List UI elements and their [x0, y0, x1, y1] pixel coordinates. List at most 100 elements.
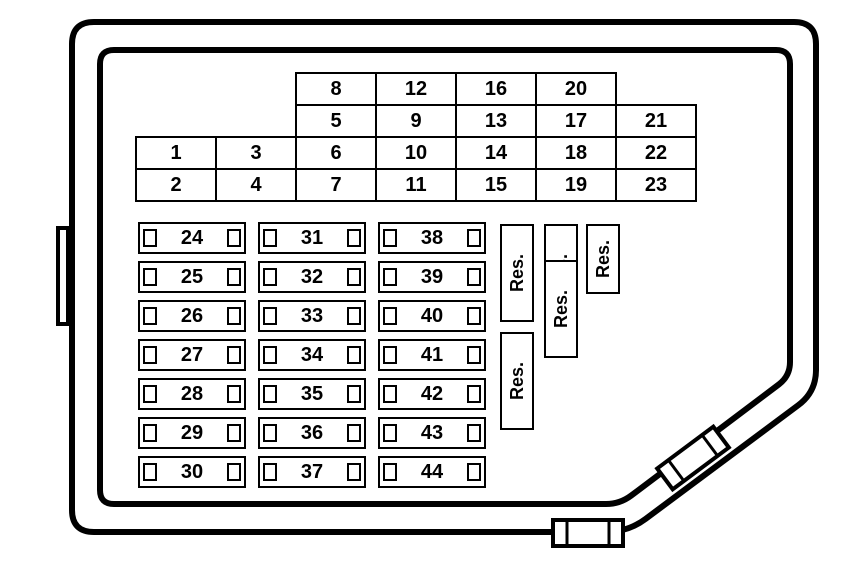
- reserve-slot-3: Res.: [544, 260, 578, 358]
- fuse-tab-icon: [143, 229, 157, 247]
- fuse-tab-icon: [347, 463, 361, 481]
- fuse-slot-40: 40: [378, 300, 486, 332]
- fuse-slot-36: 36: [258, 417, 366, 449]
- fuse-tab-icon: [467, 268, 481, 286]
- fuse-tab-icon: [263, 307, 277, 325]
- fuse-tab-icon: [383, 268, 397, 286]
- fuse-slot-44: 44: [378, 456, 486, 488]
- fuse-label: 44: [400, 461, 464, 484]
- fuse-tab-icon: [347, 346, 361, 364]
- fuse-slot-29: 29: [138, 417, 246, 449]
- fuse-slot-28: 28: [138, 378, 246, 410]
- top-slot-label: 7: [330, 174, 341, 197]
- fuse-tab-icon: [227, 463, 241, 481]
- fuse-label: 35: [280, 383, 344, 406]
- fuse-slot-30: 30: [138, 456, 246, 488]
- fuse-slot-37: 37: [258, 456, 366, 488]
- top-slot-6: 6: [295, 136, 377, 170]
- top-slot-20: 20: [535, 72, 617, 106]
- top-slot-17: 17: [535, 104, 617, 138]
- fuse-slot-31: 31: [258, 222, 366, 254]
- top-slot-10: 10: [375, 136, 457, 170]
- top-slot-label: 20: [565, 78, 587, 101]
- fuse-tab-icon: [143, 424, 157, 442]
- fuse-slot-35: 35: [258, 378, 366, 410]
- top-slot-13: 13: [455, 104, 537, 138]
- latch-0: [58, 228, 68, 324]
- fuse-tab-icon: [263, 463, 277, 481]
- top-slot-23: 23: [615, 168, 697, 202]
- fuse-label: 28: [160, 383, 224, 406]
- top-slot-16: 16: [455, 72, 537, 106]
- fuse-slot-34: 34: [258, 339, 366, 371]
- top-slot-label: 23: [645, 174, 667, 197]
- fuse-tab-icon: [227, 424, 241, 442]
- top-slot-21: 21: [615, 104, 697, 138]
- fuse-tab-icon: [263, 229, 277, 247]
- fuse-slot-38: 38: [378, 222, 486, 254]
- top-slot-label: 13: [485, 110, 507, 133]
- fuse-tab-icon: [467, 229, 481, 247]
- fuse-tab-icon: [263, 268, 277, 286]
- fuse-tab-icon: [467, 424, 481, 442]
- top-slot-label: 15: [485, 174, 507, 197]
- fuse-tab-icon: [383, 346, 397, 364]
- reserve-slot-0: Res.: [500, 224, 534, 322]
- top-slot-label: 3: [250, 142, 261, 165]
- top-slot-label: 4: [250, 174, 261, 197]
- fuse-tab-icon: [227, 385, 241, 403]
- fuse-tab-icon: [227, 229, 241, 247]
- fuse-label: 34: [280, 344, 344, 367]
- fuse-tab-icon: [347, 268, 361, 286]
- fuse-tab-icon: [467, 463, 481, 481]
- fuse-label: 42: [400, 383, 464, 406]
- fuse-label: 32: [280, 266, 344, 289]
- fuse-tab-icon: [143, 385, 157, 403]
- top-slot-label: 8: [330, 78, 341, 101]
- top-slot-12: 12: [375, 72, 457, 106]
- fuse-tab-icon: [227, 268, 241, 286]
- top-slot-label: 9: [410, 110, 421, 133]
- fuse-tab-icon: [227, 307, 241, 325]
- top-slot-label: 17: [565, 110, 587, 133]
- fuse-slot-32: 32: [258, 261, 366, 293]
- reserve-slot-1: Res.: [500, 332, 534, 430]
- fuse-label: 41: [400, 344, 464, 367]
- top-slot-14: 14: [455, 136, 537, 170]
- top-slot-label: 11: [405, 174, 426, 197]
- reserve-slot-4: Res.: [586, 224, 620, 294]
- fuse-slot-25: 25: [138, 261, 246, 293]
- reserve-label: Res.: [507, 362, 528, 400]
- top-slot-label: 5: [330, 110, 341, 133]
- fuse-tab-icon: [227, 346, 241, 364]
- fuse-label: 37: [280, 461, 344, 484]
- top-slot-3: 3: [215, 136, 297, 170]
- fuse-tab-icon: [143, 307, 157, 325]
- top-slot-15: 15: [455, 168, 537, 202]
- fuse-tab-icon: [383, 385, 397, 403]
- fuse-tab-icon: [467, 346, 481, 364]
- top-slot-7: 7: [295, 168, 377, 202]
- top-slot-label: 16: [485, 78, 507, 101]
- top-slot-4: 4: [215, 168, 297, 202]
- fuse-tab-icon: [347, 229, 361, 247]
- top-slot-5: 5: [295, 104, 377, 138]
- top-slot-label: 22: [645, 142, 667, 165]
- top-slot-1: 1: [135, 136, 217, 170]
- fuse-tab-icon: [467, 307, 481, 325]
- fuse-slot-26: 26: [138, 300, 246, 332]
- fuse-slot-33: 33: [258, 300, 366, 332]
- fuse-label: 39: [400, 266, 464, 289]
- fuse-slot-41: 41: [378, 339, 486, 371]
- top-slot-label: 10: [405, 142, 427, 165]
- fuse-label: 30: [160, 461, 224, 484]
- fuse-slot-24: 24: [138, 222, 246, 254]
- fuse-tab-icon: [263, 385, 277, 403]
- top-slot-label: 14: [485, 142, 507, 165]
- fuse-tab-icon: [143, 463, 157, 481]
- fuse-tab-icon: [383, 229, 397, 247]
- fuse-label: 43: [400, 422, 464, 445]
- fuse-box-diagram: 8121620591317211361014182224711151923242…: [0, 0, 862, 575]
- fuse-label: 38: [400, 227, 464, 250]
- top-slot-label: 18: [565, 142, 587, 165]
